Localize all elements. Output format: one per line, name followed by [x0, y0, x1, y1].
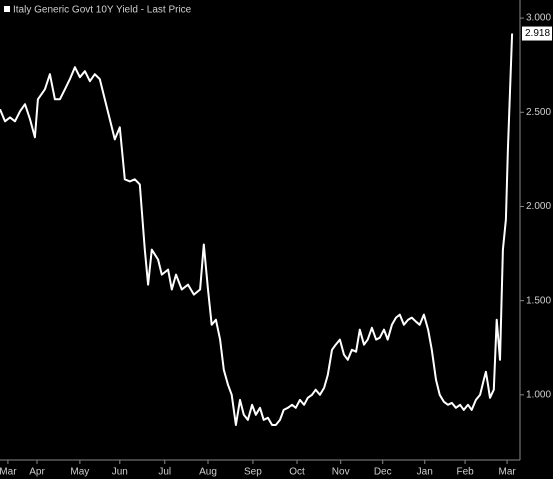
- x-tick-label: May: [70, 467, 89, 478]
- x-tick-label: Mar: [498, 467, 516, 478]
- last-price-label: 2.918: [525, 28, 550, 39]
- y-tick-label: 2.000: [526, 201, 551, 212]
- x-tick-label: Feb: [456, 467, 474, 478]
- y-tick-label: 3.000: [526, 13, 551, 24]
- x-tick-label: Nov: [332, 467, 350, 478]
- x-tick-label: Mar: [0, 467, 17, 478]
- last-price-box: [522, 26, 552, 41]
- x-tick-label: Aug: [199, 467, 217, 478]
- x-tick-label: Oct: [289, 467, 305, 478]
- x-tick-label: Dec: [374, 467, 392, 478]
- x-tick-label: Jun: [112, 467, 128, 478]
- x-tick-label: Sep: [244, 467, 262, 478]
- x-tick-label: Jan: [417, 467, 433, 478]
- chart-title: Italy Generic Govt 10Y Yield - Last Pric…: [13, 5, 192, 16]
- series-line: [0, 33, 514, 426]
- x-tick-label: Apr: [29, 467, 45, 478]
- legend-swatch: [4, 6, 10, 12]
- y-tick-label: 2.500: [526, 107, 551, 118]
- y-tick-label: 1.500: [526, 295, 551, 306]
- y-tick-label: 1.000: [526, 389, 551, 400]
- x-tick-label: Jul: [158, 467, 171, 478]
